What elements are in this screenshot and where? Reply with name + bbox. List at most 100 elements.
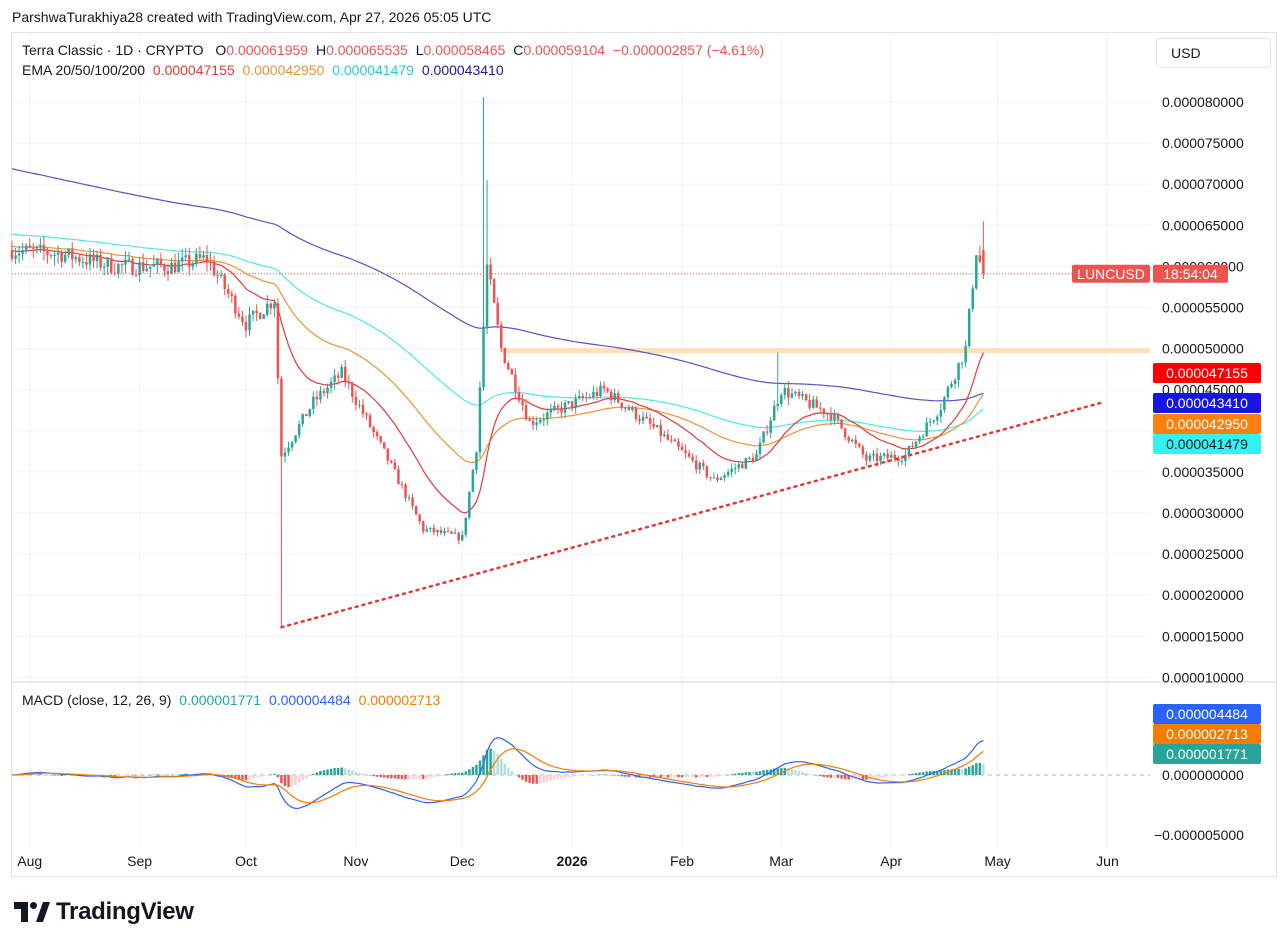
symbol-label: Terra Classic · 1D · CRYPTO bbox=[22, 42, 204, 58]
currency-selector[interactable]: USD bbox=[1156, 38, 1271, 68]
candle-body bbox=[964, 345, 967, 363]
tradingview-logo[interactable]: TradingView bbox=[14, 898, 194, 926]
candle-body bbox=[312, 396, 315, 410]
macd-legend[interactable]: MACD (close, 12, 26, 9) 0.000001771 0.00… bbox=[22, 692, 440, 708]
candle-body bbox=[670, 439, 673, 441]
macd-hist-bar bbox=[329, 768, 333, 775]
candle-body bbox=[659, 425, 663, 437]
price-axis[interactable]: 0.000080000 0.000075000 0.000070000 0.00006… bbox=[1162, 94, 1244, 685]
macd-hist-bar bbox=[780, 768, 783, 775]
macd-hist-bar bbox=[241, 775, 244, 780]
macd-hist-bar bbox=[560, 775, 563, 779]
macd-hist-bar bbox=[705, 775, 709, 778]
macd-hist-bar bbox=[280, 775, 283, 784]
candle-body bbox=[748, 457, 751, 459]
resistance-zone bbox=[501, 348, 1150, 354]
macd-hist-bar bbox=[67, 775, 70, 776]
macd-hist-bar bbox=[63, 775, 67, 776]
candle-body bbox=[836, 414, 840, 420]
candle-body bbox=[790, 393, 794, 398]
macd-hist-bar bbox=[251, 775, 255, 779]
chart-frame bbox=[11, 32, 1277, 877]
price-tick-label: 0.000070000 bbox=[1162, 176, 1244, 192]
macd-hist-bar bbox=[514, 774, 517, 776]
candle-body bbox=[383, 442, 386, 449]
ema-legend[interactable]: EMA 20/50/100/200 0.000047155 0.00004295… bbox=[22, 62, 504, 78]
macd-hist-bar bbox=[943, 770, 946, 775]
macd-hist-bar bbox=[627, 775, 631, 778]
macd-axis[interactable]: 0.000000000 −0.000005000 bbox=[1154, 767, 1244, 843]
macd-hist-bar bbox=[776, 768, 779, 775]
candle-body bbox=[42, 244, 46, 252]
candle-body bbox=[10, 249, 14, 259]
candle-body bbox=[85, 261, 88, 265]
macd-hist-bar bbox=[492, 750, 496, 775]
macd-hist-bar bbox=[166, 775, 170, 776]
candle-body bbox=[904, 454, 907, 462]
macd-hist-bar bbox=[730, 774, 733, 775]
macd-hist-bar bbox=[156, 774, 159, 775]
macd-hist-bar bbox=[670, 775, 673, 778]
macd-hist-bar bbox=[978, 762, 982, 775]
time-axis[interactable]: Aug Sep Oct Nov Dec 2026 Feb Mar Apr May Jun bbox=[17, 853, 1118, 869]
macd-hist-bar bbox=[333, 768, 336, 775]
price-tick-label: 0.000015000 bbox=[1162, 628, 1244, 644]
candle-body bbox=[354, 396, 358, 405]
candle-body bbox=[914, 441, 918, 448]
trendline bbox=[280, 400, 1106, 629]
candle-body bbox=[546, 412, 549, 420]
tradingview-logo-icon bbox=[14, 902, 50, 922]
macd-hist-bar bbox=[248, 775, 251, 780]
candle-body bbox=[900, 461, 904, 463]
macd-hist-bar bbox=[790, 769, 794, 775]
candle-body bbox=[542, 419, 546, 421]
macd-pane bbox=[10, 736, 1150, 810]
candle-body bbox=[815, 399, 818, 408]
countdown-tag-bg bbox=[1153, 264, 1228, 283]
candle-body bbox=[655, 425, 659, 428]
candle-body bbox=[609, 391, 613, 401]
candle-body bbox=[514, 374, 517, 393]
candle-body bbox=[17, 253, 21, 256]
macd-hist-bar bbox=[60, 775, 63, 776]
candle-body bbox=[939, 410, 943, 417]
close-label: C bbox=[513, 42, 524, 58]
candle-body bbox=[624, 407, 627, 409]
macd-hist-bar bbox=[616, 775, 620, 776]
price-tick-label: 0.000055000 bbox=[1162, 300, 1244, 316]
macd-hist-bar bbox=[468, 769, 471, 775]
macd-hist-bar bbox=[964, 768, 967, 775]
macd-hist-bar bbox=[138, 775, 141, 776]
macd-hist-bar bbox=[904, 775, 907, 776]
candle-body bbox=[641, 416, 645, 421]
candle-body bbox=[507, 363, 510, 370]
macd-hist-bar bbox=[113, 775, 117, 777]
candles bbox=[10, 97, 985, 628]
candle-body bbox=[457, 532, 460, 541]
countdown-tag-text: 18:54:04 bbox=[1163, 266, 1218, 282]
ohlc-legend[interactable]: Terra Classic · 1D · CRYPTO O0.000061959… bbox=[22, 42, 764, 58]
macd-hist-bar bbox=[464, 771, 468, 775]
candle-body bbox=[521, 400, 524, 406]
candle-body bbox=[56, 252, 60, 255]
candle-body bbox=[850, 439, 854, 442]
macd-hist-bar bbox=[287, 775, 290, 788]
candle-body bbox=[230, 293, 234, 296]
candle-body bbox=[141, 262, 145, 271]
macd-hist-bar bbox=[517, 775, 521, 778]
macd-hist-bar bbox=[528, 775, 531, 783]
ema20-line bbox=[11, 248, 984, 514]
candle-body bbox=[574, 398, 577, 408]
candle-body bbox=[180, 257, 184, 262]
price-tick-label: 0.000025000 bbox=[1162, 546, 1244, 562]
macd-hist-bar bbox=[521, 775, 524, 780]
macd-hist-bar bbox=[925, 771, 928, 775]
candle-body bbox=[177, 261, 180, 273]
candle-body bbox=[340, 366, 343, 378]
high-value: 0.000065535 bbox=[326, 42, 408, 58]
macd-hist-bar bbox=[804, 772, 808, 775]
candle-body bbox=[847, 437, 850, 442]
axis-tags: LUNCUSD 18:54:04 0.000047155 0.000043410 0.0… bbox=[1072, 264, 1261, 764]
macd-hist-bar bbox=[677, 775, 680, 778]
